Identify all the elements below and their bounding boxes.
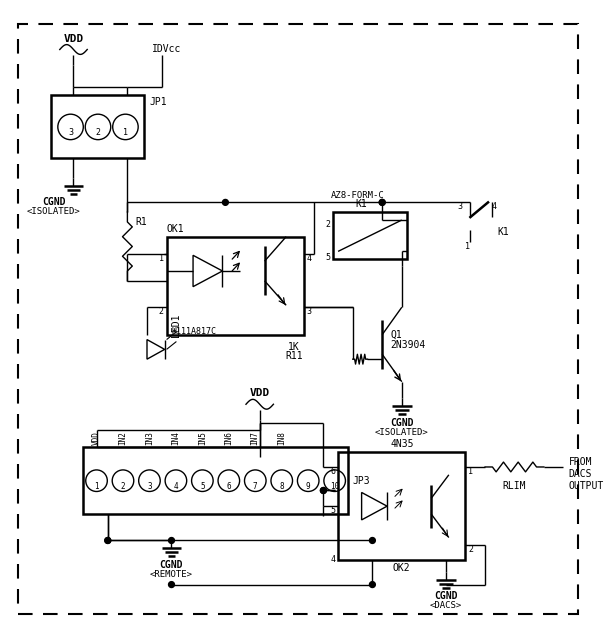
Text: IN2: IN2: [119, 431, 128, 445]
Text: 5: 5: [200, 482, 205, 491]
Text: <DACS>: <DACS>: [430, 601, 462, 610]
Text: OUTPUT: OUTPUT: [568, 480, 604, 491]
Text: 3: 3: [68, 128, 73, 137]
Text: 6: 6: [227, 482, 231, 491]
Text: RLIM: RLIM: [503, 480, 527, 491]
Text: 1: 1: [468, 467, 474, 476]
Text: 2N3904: 2N3904: [390, 339, 425, 350]
Text: 3: 3: [306, 308, 312, 316]
Circle shape: [379, 200, 385, 205]
Circle shape: [105, 538, 111, 544]
Text: JP1: JP1: [149, 96, 167, 107]
Text: 2: 2: [325, 220, 330, 229]
Text: OK2: OK2: [393, 563, 410, 573]
Text: 9: 9: [306, 482, 311, 491]
Text: DACS: DACS: [568, 469, 592, 479]
Text: 2: 2: [159, 308, 164, 316]
Text: 6: 6: [330, 467, 335, 476]
Text: 3: 3: [458, 202, 463, 211]
Text: 3: 3: [147, 482, 152, 491]
Text: IN3: IN3: [145, 431, 154, 445]
Text: 4: 4: [492, 202, 497, 211]
Text: 7: 7: [253, 482, 258, 491]
Text: 8: 8: [280, 482, 284, 491]
Text: IN5: IN5: [198, 431, 207, 445]
Text: 4: 4: [174, 482, 178, 491]
Text: IN4: IN4: [171, 431, 181, 445]
Circle shape: [370, 582, 375, 588]
Circle shape: [320, 487, 326, 493]
Text: 2: 2: [468, 545, 474, 554]
Text: 2: 2: [120, 482, 125, 491]
Text: <ISOLATED>: <ISOLATED>: [375, 427, 429, 437]
Text: R1: R1: [135, 217, 147, 227]
Circle shape: [105, 538, 111, 544]
Bar: [338, 452, 466, 560]
Text: VDD: VDD: [249, 389, 270, 398]
Text: CGND: CGND: [42, 198, 66, 207]
Text: Q1: Q1: [390, 330, 402, 340]
Bar: [83, 447, 348, 514]
Text: IDVcc: IDVcc: [152, 43, 181, 54]
Text: 1: 1: [159, 255, 164, 263]
Text: IN8: IN8: [277, 431, 286, 445]
Text: 1: 1: [94, 482, 99, 491]
Text: LED1: LED1: [171, 313, 182, 337]
Circle shape: [320, 487, 326, 493]
Text: <REMOTE>: <REMOTE>: [150, 570, 193, 579]
Circle shape: [168, 538, 174, 544]
Text: H111A817C: H111A817C: [171, 327, 216, 336]
Text: 4: 4: [330, 555, 335, 564]
Text: AZ8-FORM-C: AZ8-FORM-C: [331, 191, 384, 200]
Text: 1: 1: [123, 128, 128, 137]
Text: K1: K1: [355, 199, 367, 209]
Circle shape: [379, 200, 385, 205]
Circle shape: [223, 200, 229, 205]
Bar: [167, 237, 304, 335]
Circle shape: [370, 538, 375, 544]
Text: 2: 2: [95, 128, 100, 137]
Text: <ISOLATED>: <ISOLATED>: [27, 207, 81, 216]
Text: CGND: CGND: [390, 418, 413, 428]
Text: IN7: IN7: [250, 431, 260, 445]
Text: 5: 5: [330, 506, 335, 515]
Text: VDD: VDD: [63, 34, 84, 43]
Text: IN6: IN6: [224, 431, 233, 445]
Text: 1: 1: [465, 242, 471, 251]
Text: K1: K1: [498, 227, 510, 237]
Text: 4: 4: [306, 255, 312, 263]
Text: OK1: OK1: [167, 224, 184, 234]
Text: CGND: CGND: [160, 560, 183, 570]
Text: 1K: 1K: [288, 341, 300, 352]
Circle shape: [168, 582, 174, 588]
Text: 5: 5: [325, 253, 330, 262]
Text: VDD: VDD: [92, 431, 101, 445]
Bar: [333, 212, 407, 259]
Text: JP3: JP3: [353, 476, 370, 486]
Bar: [51, 94, 144, 158]
Text: R11: R11: [285, 352, 303, 361]
Text: 4N35: 4N35: [390, 440, 413, 449]
Text: FROM: FROM: [568, 457, 592, 467]
Text: CGND: CGND: [434, 591, 458, 602]
Text: 10: 10: [330, 482, 339, 491]
